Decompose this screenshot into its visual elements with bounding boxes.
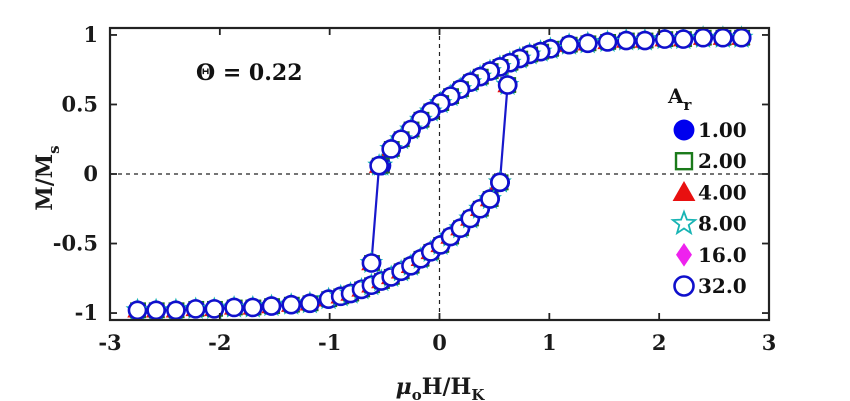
data-point-open-circle [693,27,713,48]
data-point-open-circle [559,34,579,55]
x-tick-label: 2 [652,330,667,355]
legend: Ar 1.00 2.00 4.00 8.00 16.0 32.0 [667,84,747,298]
x-tick-label: 3 [762,330,777,355]
data-point-open-circle [497,75,518,95]
legend-marker-open-square [674,152,694,171]
data-point-open-circle [731,27,752,48]
branch-descending [359,25,754,274]
axis-ticks: -3 -2 -1 0 1 2 3 -1 -0.5 0 0.5 1 [53,22,777,355]
data-point-open-circle [635,30,655,51]
x-tick-label: -1 [318,330,341,355]
data-point-open-circle [597,32,618,52]
data-point-open-circle [146,300,166,321]
data-point-open-circle [300,293,320,314]
x-axis-label: μoH/HK [396,374,486,401]
legend-label: 16.0 [698,243,747,267]
data-point-open-circle [281,294,302,315]
legend-label: 4.00 [698,180,747,204]
data-point-open-circle [361,253,382,273]
data-point-open-circle [261,296,282,316]
data-point-open-circle [166,300,186,321]
theta-annotation: Θ = 0.22 [196,60,303,86]
y-axis-label: M/Ms [32,145,63,210]
data-point-open-circle [224,297,244,318]
x-tick-label: -3 [98,330,121,355]
data-point-open-circle [616,30,637,51]
data-point-open-circle [185,299,206,319]
series-layer [125,25,754,321]
legend-marker-filled-circle [673,119,695,141]
data-point-open-circle [204,299,225,319]
legend-label: 1.00 [698,118,747,142]
y-tick-label: 0 [83,161,98,186]
legend-label: 2.00 [698,149,747,173]
legend-marker-filled-diamond [676,243,692,267]
branch-ascending [125,72,520,321]
data-point-open-circle [242,297,263,318]
data-point-open-circle [127,300,148,321]
series-line [137,84,509,312]
legend-marker-open-star [670,209,698,236]
x-tick-label: -2 [208,330,231,355]
data-point-open-circle [369,155,389,176]
y-tick-label: 0.5 [61,91,98,116]
legend-entries: 1.00 2.00 4.00 8.00 16.0 32.0 [670,118,747,298]
y-tick-label: -1 [75,300,98,325]
legend-title: Ar [667,84,693,114]
legend-label: 32.0 [698,274,747,298]
legend-label: 8.00 [698,212,747,236]
y-tick-label: -0.5 [53,231,98,256]
data-point-open-circle [673,29,694,49]
data-point-open-circle [713,27,733,48]
y-tick-label: 1 [83,22,98,47]
data-point-open-circle [480,189,500,209]
legend-marker-open-circle [673,275,695,297]
x-tick-label: 1 [542,330,557,355]
data-point-open-circle [654,29,675,49]
legend-marker-filled-triangle [672,181,696,201]
x-tick-label: 0 [432,330,447,355]
data-point-open-circle [490,172,510,193]
reference-lines [110,28,769,320]
data-point-open-circle [577,33,598,54]
data-point-open-circle [381,139,401,159]
